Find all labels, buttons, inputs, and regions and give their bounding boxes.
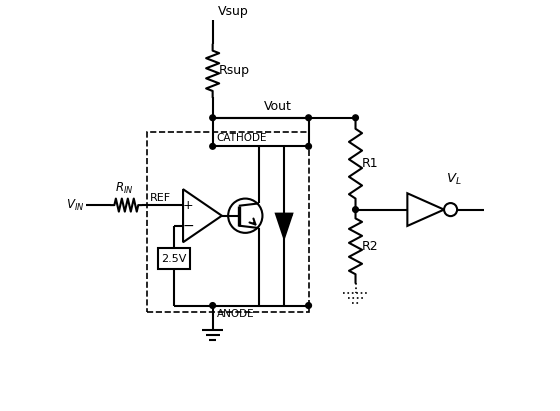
- Circle shape: [306, 302, 311, 308]
- Text: −: −: [183, 219, 194, 233]
- Text: $V_{IN}$: $V_{IN}$: [66, 198, 84, 212]
- Text: +: +: [183, 199, 194, 212]
- Text: R1: R1: [362, 157, 378, 170]
- Text: $V_L$: $V_L$: [446, 172, 462, 187]
- Circle shape: [353, 207, 358, 212]
- Circle shape: [210, 115, 216, 120]
- Circle shape: [353, 115, 358, 120]
- Text: Rsup: Rsup: [218, 64, 249, 77]
- Circle shape: [210, 302, 216, 308]
- Circle shape: [210, 143, 216, 149]
- Text: $R_{IN}$: $R_{IN}$: [115, 181, 133, 196]
- Text: Vout: Vout: [264, 100, 292, 113]
- Text: R2: R2: [362, 240, 378, 253]
- Text: CATHODE: CATHODE: [217, 133, 267, 143]
- Circle shape: [306, 143, 311, 149]
- Text: REF: REF: [150, 193, 170, 203]
- Text: 2.5V: 2.5V: [161, 254, 186, 263]
- Text: ANODE: ANODE: [217, 309, 254, 319]
- Circle shape: [306, 115, 311, 120]
- Polygon shape: [276, 214, 292, 238]
- Text: Vsup: Vsup: [217, 5, 248, 18]
